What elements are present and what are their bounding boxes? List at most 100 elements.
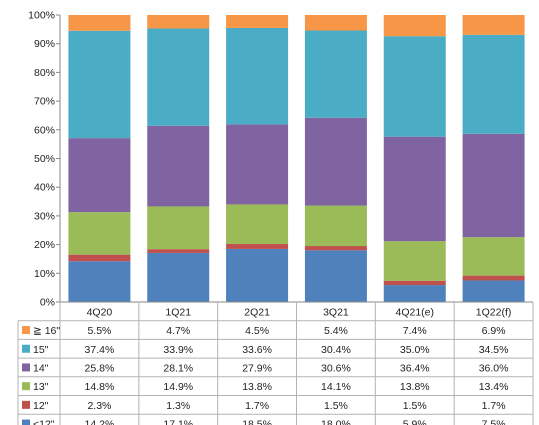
y-tick-label: 20% [34,239,55,251]
bar-segment [68,261,131,302]
data-label: 18.0% [321,419,351,425]
bar-segment [226,27,289,125]
bar-segment [226,248,289,302]
y-tick-label: 30% [34,210,55,222]
legend-label: <12" [33,419,55,425]
x-tick-label: 4Q20 [87,306,113,318]
data-label: 14.9% [163,381,193,393]
data-label: 13.4% [479,381,509,393]
legend-label: 12" [33,400,49,412]
data-label: 14.1% [321,381,351,393]
bar-segment [304,117,367,206]
bar-segment [68,212,131,255]
legend-label: 13" [33,381,49,393]
x-tick-label: 1Q22(f) [476,306,512,318]
bar-segment [462,275,525,281]
bar-segment [462,280,525,302]
data-label: 7.5% [482,419,506,425]
data-label: 13.8% [400,381,430,393]
bar-segment [383,280,446,286]
data-label: 36.0% [479,362,509,374]
bar-segment [383,15,446,37]
data-label: 17.1% [163,419,193,425]
bar-segment [462,34,525,134]
bar-segment [462,15,525,35]
data-table: 4Q20 1Q21 2Q21 3Q21 4Q21(e) 1Q22(f) ≧ 16" 5.5% 4… [17,301,534,425]
legend-label: ≧ 16" [33,325,60,337]
data-label: 30.6% [321,362,351,374]
y-tick-label: 90% [34,38,55,50]
data-label: 14.2% [85,419,115,425]
data-label: 7.4% [403,325,427,337]
data-label: 13.8% [242,381,272,393]
bar-segment [147,252,210,302]
bar-segment [68,15,131,31]
data-label: 4.7% [166,325,190,337]
data-label: 27.9% [242,362,272,374]
data-label: 33.6% [242,344,272,356]
data-label: 1.3% [166,400,190,412]
data-label: 1.5% [324,400,348,412]
bar-segment [147,125,210,207]
y-tick-label: 40% [34,182,55,194]
data-label: 30.4% [321,344,351,356]
data-label: 35.0% [400,344,430,356]
data-label: 34.5% [479,344,509,356]
y-tick-label: 50% [34,153,55,165]
legend-swatch [22,363,30,372]
bar-segment [147,249,210,253]
data-label: 4.5% [245,325,269,337]
data-label: 2.3% [87,400,111,412]
legend-swatch [22,400,30,409]
bar-segment [304,30,367,118]
data-label: 25.8% [85,362,115,374]
x-tick-label: 3Q21 [323,306,349,318]
legend-swatch [22,419,30,425]
bar-segment [462,133,525,238]
bar-segment [304,250,367,302]
bar-segment [226,124,289,205]
bar-segment [462,237,525,276]
y-tick-label: 100% [28,10,55,22]
bar-segment [304,15,367,31]
x-tick-label: 1Q21 [165,306,191,318]
data-label: 5.5% [87,325,111,337]
legend-swatch [22,344,30,353]
bar-segment [68,30,131,139]
data-label: 5.4% [324,325,348,337]
y-axis: 0% 10% 20% 30% 40% 50% 60% 70% 80% 90% 100% [28,10,61,309]
bar-segment [226,244,289,249]
data-label: 37.4% [85,344,115,356]
bar-segment [304,246,367,251]
bar-segment [383,285,446,302]
bar-segment [147,28,210,126]
x-tick-label: 4Q21(e) [395,306,434,318]
bar-segment [383,36,446,137]
data-label: 18.5% [242,419,272,425]
bar-segment [68,138,131,213]
y-tick-label: 60% [34,124,55,136]
y-tick-label: 80% [34,67,55,79]
bar-segment [147,206,210,250]
bar-segment [226,15,289,28]
bar-segment [68,254,131,262]
data-label: 36.4% [400,362,430,374]
legend-label: 15" [33,344,49,356]
x-tick-label: 2Q21 [244,306,270,318]
legend-swatch [22,326,30,335]
y-tick-label: 10% [34,268,55,280]
bar-segment [147,15,210,29]
data-label: 6.9% [482,325,506,337]
data-label: 1.5% [403,400,427,412]
bar-segment [383,136,446,242]
bar-segment [304,205,367,247]
data-label: 1.7% [245,400,269,412]
data-label: 28.1% [163,362,193,374]
y-tick-label: 0% [40,297,55,309]
bar-segment [383,241,446,281]
bar-stacks [68,15,525,302]
data-label: 33.9% [163,344,193,356]
legend-swatch [22,382,30,391]
y-tick-label: 70% [34,96,55,108]
